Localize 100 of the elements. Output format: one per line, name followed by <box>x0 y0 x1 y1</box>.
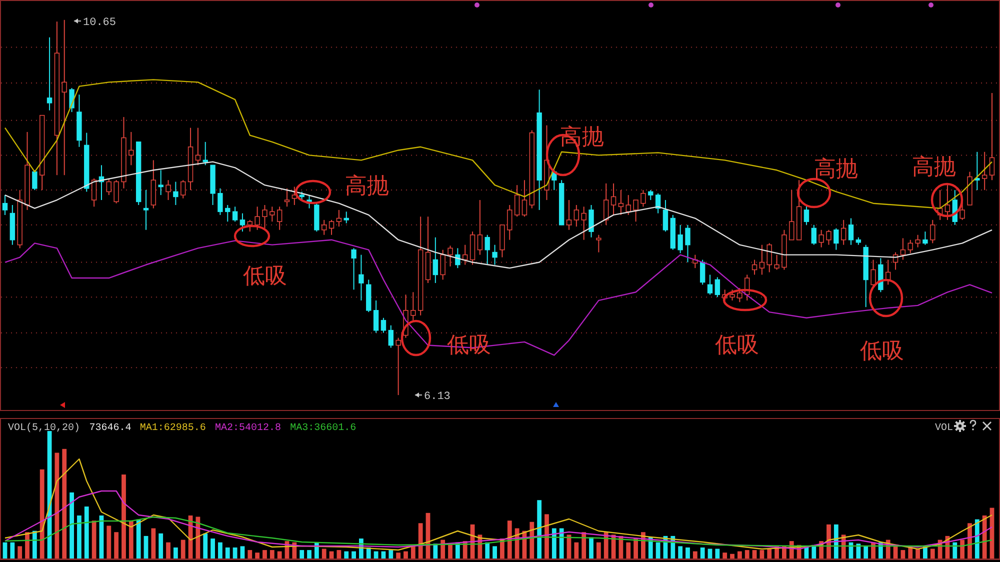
bar <box>92 520 96 559</box>
bar <box>656 542 660 559</box>
bar <box>856 544 861 559</box>
bar <box>388 550 394 559</box>
candlestick <box>188 127 194 191</box>
candlestick <box>536 89 542 210</box>
candlestick <box>974 151 980 191</box>
candlestick <box>507 204 512 240</box>
candlestick <box>121 116 126 189</box>
bar <box>507 520 512 559</box>
text: MA2:54012.8 <box>215 423 282 434</box>
annotation: 6.13 <box>424 391 450 403</box>
candlestick <box>477 200 483 256</box>
bar <box>404 551 408 559</box>
candlestick <box>596 234 602 253</box>
candlestick <box>276 206 282 230</box>
candlestick <box>581 206 586 240</box>
bar <box>634 538 638 559</box>
annotation: 10.65 <box>83 17 116 29</box>
bar <box>336 550 342 559</box>
annotation: 73646.4 <box>89 423 132 434</box>
candlestick <box>982 151 988 191</box>
bar <box>218 542 222 559</box>
bar <box>203 533 208 559</box>
candlestick <box>588 204 594 238</box>
candlestick <box>989 92 995 181</box>
candlestick <box>388 324 394 348</box>
text: MA3:36601.6 <box>290 423 356 434</box>
bar <box>485 542 490 559</box>
candlestick <box>640 190 646 208</box>
bar <box>158 533 164 559</box>
text: MA1:62985.6 <box>140 423 206 434</box>
bar <box>151 528 156 559</box>
bar <box>270 550 274 559</box>
bar <box>84 506 89 559</box>
candlestick <box>62 19 67 176</box>
bar <box>277 551 282 559</box>
bar <box>700 547 705 559</box>
candlestick <box>752 259 758 276</box>
candlestick <box>46 36 52 111</box>
bar <box>396 552 401 559</box>
bar <box>106 526 112 559</box>
bar <box>692 551 698 559</box>
bar <box>307 550 312 559</box>
candlestick <box>344 211 349 224</box>
bar <box>730 554 734 559</box>
bar <box>77 515 82 559</box>
bar <box>582 532 586 559</box>
bar <box>433 544 438 559</box>
bar <box>114 532 119 559</box>
candlestick <box>915 234 920 248</box>
bar <box>225 547 230 559</box>
candlestick <box>225 204 230 222</box>
bar <box>374 551 378 559</box>
bar <box>255 552 260 559</box>
annotation: 低吸 <box>860 339 904 364</box>
bar <box>248 550 252 559</box>
candlestick <box>425 216 431 284</box>
candlestick <box>358 254 364 301</box>
bar <box>180 540 186 559</box>
bar <box>530 522 534 559</box>
candlestick <box>604 182 609 226</box>
bar <box>974 519 980 559</box>
bar <box>952 542 958 559</box>
bar <box>596 542 601 559</box>
annotation: 低吸 <box>243 264 287 289</box>
candlestick <box>128 131 134 166</box>
annotation: 高抛 <box>912 155 956 180</box>
bar <box>136 519 141 559</box>
candlestick <box>76 94 82 148</box>
bar <box>930 548 935 559</box>
bar <box>322 548 326 559</box>
candlestick <box>262 204 268 229</box>
candlestick <box>10 204 16 246</box>
candlestick <box>322 219 327 236</box>
bar <box>62 448 67 559</box>
candlestick <box>840 219 846 246</box>
candlestick <box>158 170 164 196</box>
bar <box>25 532 30 559</box>
bar <box>626 542 631 559</box>
bar <box>767 548 772 559</box>
bar <box>210 538 215 559</box>
bar <box>173 547 178 559</box>
bar <box>589 537 594 559</box>
candlestick <box>218 188 223 216</box>
bar <box>448 544 452 559</box>
candlestick <box>566 200 572 230</box>
annotation: 低吸 <box>715 333 759 358</box>
bar <box>864 546 868 559</box>
bar <box>300 550 304 559</box>
bar <box>54 452 60 559</box>
candlestick <box>284 188 290 208</box>
bar <box>32 530 37 559</box>
bar <box>960 540 965 559</box>
bar <box>40 469 44 559</box>
annotation: 高抛 <box>345 174 389 199</box>
candlestick <box>432 236 438 284</box>
candlestick <box>818 229 824 248</box>
candlestick <box>150 160 156 209</box>
bar <box>122 474 126 559</box>
